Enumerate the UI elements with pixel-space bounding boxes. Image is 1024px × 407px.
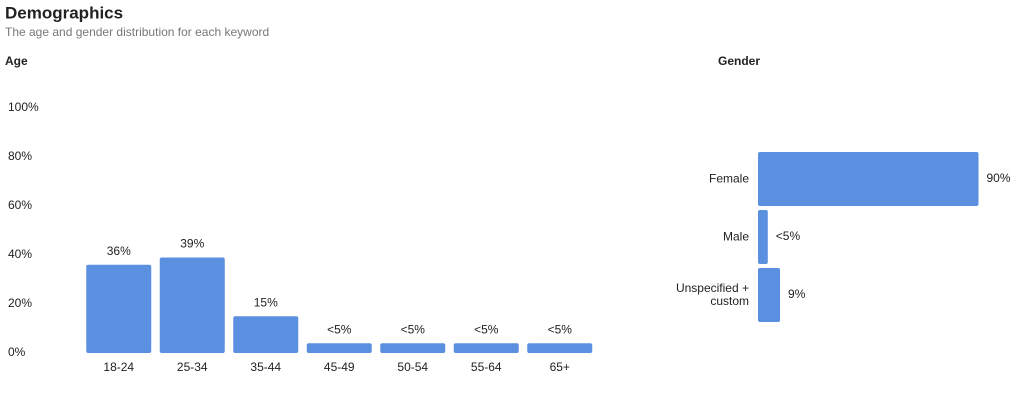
value-label: <5% <box>401 322 426 336</box>
bar <box>758 210 768 264</box>
bar <box>527 343 593 353</box>
x-tick-label: 45-49 <box>324 360 355 374</box>
bar <box>306 343 372 353</box>
bar <box>159 257 225 353</box>
value-label: 9% <box>788 287 806 301</box>
value-label: <5% <box>474 322 499 336</box>
page-subtitle: The age and gender distribution for each… <box>5 25 269 39</box>
x-tick-label: 55-64 <box>471 360 502 374</box>
value-label: <5% <box>548 322 573 336</box>
bar <box>233 316 299 353</box>
bar <box>453 343 519 353</box>
x-tick-label: 25-34 <box>177 360 208 374</box>
bar <box>758 268 781 322</box>
y-tick-label: Male <box>722 229 749 244</box>
x-tick-label: 35-44 <box>250 360 281 374</box>
y-tick-label: 100% <box>8 100 39 114</box>
y-tick-label: Unspecified + custom <box>675 281 749 308</box>
value-label: 39% <box>180 237 204 251</box>
y-tick-label: 60% <box>8 198 32 212</box>
bar <box>758 152 979 206</box>
bar <box>86 264 152 353</box>
y-tick-label: 0% <box>8 345 26 359</box>
y-tick-label: 40% <box>8 247 32 261</box>
value-label: <5% <box>776 229 801 243</box>
value-label: 90% <box>987 171 1011 185</box>
chart-title: Age <box>5 54 28 68</box>
value-label: <5% <box>327 322 352 336</box>
chart-title: Gender <box>718 54 760 68</box>
x-tick-label: 65+ <box>550 360 570 374</box>
y-tick-label: Female <box>708 171 749 186</box>
bar <box>380 343 446 353</box>
y-tick-label: 20% <box>8 296 32 310</box>
x-tick-label: 18-24 <box>103 360 134 374</box>
value-label: 15% <box>254 295 278 309</box>
x-tick-label: 50-54 <box>397 360 428 374</box>
page-title: Demographics <box>5 3 123 22</box>
y-tick-label: 80% <box>8 149 32 163</box>
value-label: 36% <box>107 244 131 258</box>
